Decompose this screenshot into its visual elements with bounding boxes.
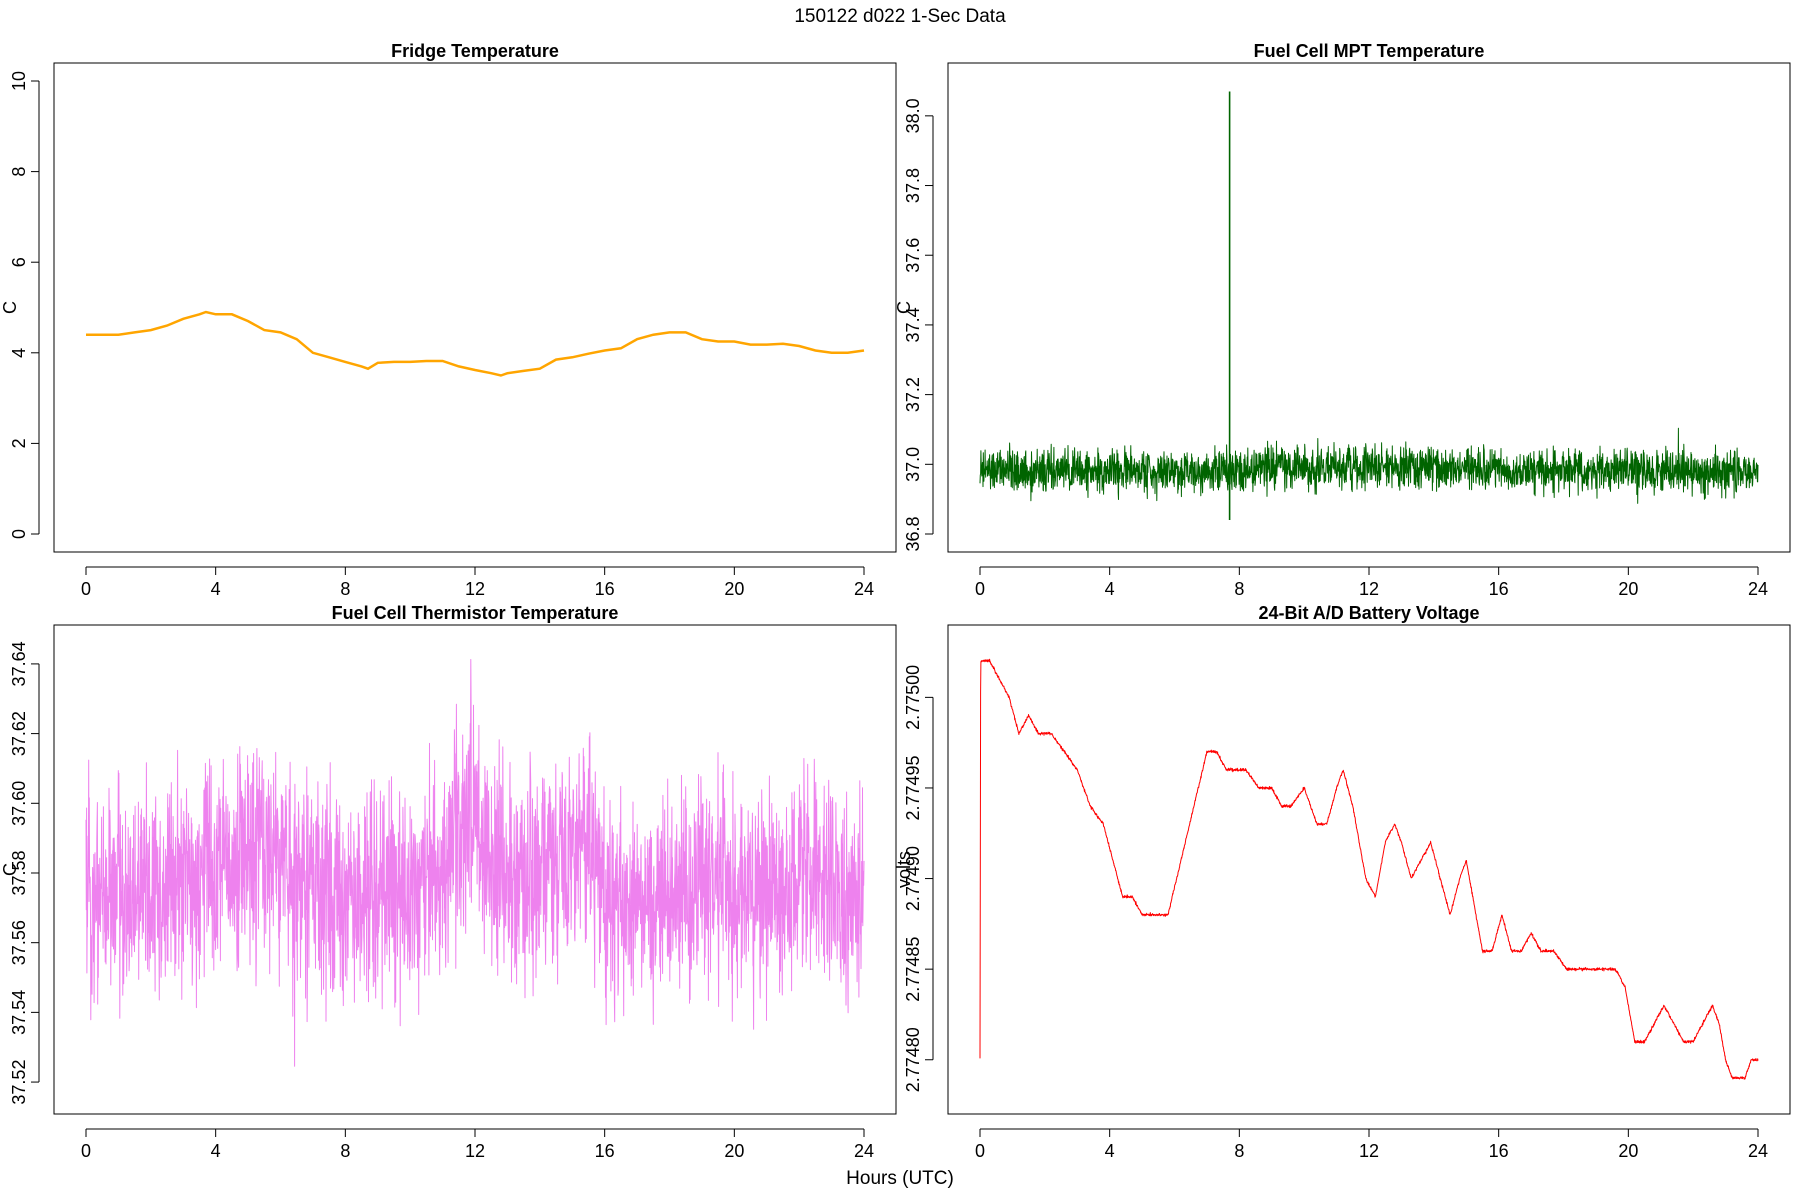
y-axis-label: C	[894, 301, 914, 314]
plot-frame	[947, 62, 1791, 553]
x-tick-label: 0	[975, 579, 985, 599]
series-line	[979, 658, 1759, 1080]
y-axis-label: C	[0, 863, 20, 876]
y-tick-label: 37.2	[903, 377, 923, 412]
x-tick-label: 4	[1105, 579, 1115, 599]
x-tick-label: 16	[595, 1141, 615, 1161]
y-tick-label: 37.64	[9, 641, 29, 686]
plot-frame	[53, 624, 897, 1115]
series-line	[86, 310, 865, 377]
y-tick-label: 37.60	[9, 781, 29, 826]
y-tick-label: 2.77490	[903, 846, 923, 911]
x-axis-label: Hours (UTC)	[846, 1168, 954, 1189]
y-axis-label: volts	[894, 851, 914, 888]
y-tick-label: 38.0	[903, 98, 923, 133]
x-tick-label: 4	[211, 1141, 221, 1161]
x-tick-label: 8	[340, 579, 350, 599]
x-tick-label: 16	[595, 579, 615, 599]
x-tick-label: 12	[465, 1141, 485, 1161]
x-tick-label: 8	[1234, 1141, 1244, 1161]
y-tick-label: 37.52	[9, 1060, 29, 1105]
series-line	[85, 659, 865, 1067]
chart-panel-4: 24-Bit A/D Battery Voltage 0 4 8 12 16 20 24 2.7…	[894, 603, 1791, 1161]
y-tick-label: 37.62	[9, 711, 29, 756]
y-tick-label: 37.56	[9, 920, 29, 965]
chart-panel-2: Fuel Cell MPT Temperature 0 4 8 12 16 20 24 36.8…	[894, 41, 1791, 599]
x-tick-label: 12	[1359, 1141, 1379, 1161]
y-tick-label: 37.58	[9, 850, 29, 895]
y-tick-label: 37.54	[9, 990, 29, 1035]
x-tick-label: 8	[340, 1141, 350, 1161]
x-tick-label: 16	[1489, 579, 1509, 599]
y-tick-label: 37.0	[903, 447, 923, 482]
x-tick-label: 0	[81, 1141, 91, 1161]
y-tick-label: 2.77480	[903, 1027, 923, 1092]
y-tick-label: 37.4	[903, 307, 923, 342]
plot-frame	[53, 62, 897, 553]
x-tick-label: 0	[81, 579, 91, 599]
y-tick-label: 2	[9, 438, 29, 448]
y-tick-label: 10	[9, 71, 29, 91]
page-title: 150122 d022 1-Sec Data	[794, 6, 1006, 27]
x-tick-label: 12	[465, 579, 485, 599]
x-tick-label: 24	[1748, 1141, 1768, 1161]
x-tick-label: 24	[854, 579, 874, 599]
plot-frame	[947, 624, 1791, 1115]
y-axis-label: C	[0, 301, 20, 314]
x-tick-label: 20	[1618, 1141, 1638, 1161]
chart-title: Fuel Cell Thermistor Temperature	[332, 603, 619, 623]
x-tick-label: 4	[1105, 1141, 1115, 1161]
y-tick-label: 4	[9, 348, 29, 358]
y-tick-label: 36.8	[903, 516, 923, 551]
x-tick-label: 4	[211, 579, 221, 599]
chart-panel-3: Fuel Cell Thermistor Temperature 0 4 8 12 16 2…	[0, 603, 897, 1161]
x-tick-label: 20	[724, 579, 744, 599]
y-tick-label: 6	[9, 257, 29, 267]
chart-title: Fuel Cell MPT Temperature	[1254, 41, 1485, 61]
x-tick-label: 24	[854, 1141, 874, 1161]
x-tick-label: 8	[1234, 579, 1244, 599]
chart-title: Fridge Temperature	[391, 41, 559, 61]
x-tick-label: 20	[724, 1141, 744, 1161]
x-tick-label: 20	[1618, 579, 1638, 599]
y-tick-label: 37.8	[903, 168, 923, 203]
x-tick-label: 16	[1489, 1141, 1509, 1161]
x-tick-label: 12	[1359, 579, 1379, 599]
y-tick-label: 0	[9, 529, 29, 539]
y-tick-label: 2.77500	[903, 665, 923, 730]
chart-title: 24-Bit A/D Battery Voltage	[1258, 603, 1479, 623]
x-tick-label: 0	[975, 1141, 985, 1161]
x-tick-label: 24	[1748, 579, 1768, 599]
y-tick-label: 2.77495	[903, 755, 923, 820]
y-tick-label: 2.77485	[903, 937, 923, 1002]
y-tick-label: 37.6	[903, 238, 923, 273]
series-line	[979, 427, 1759, 504]
y-tick-label: 8	[9, 167, 29, 177]
